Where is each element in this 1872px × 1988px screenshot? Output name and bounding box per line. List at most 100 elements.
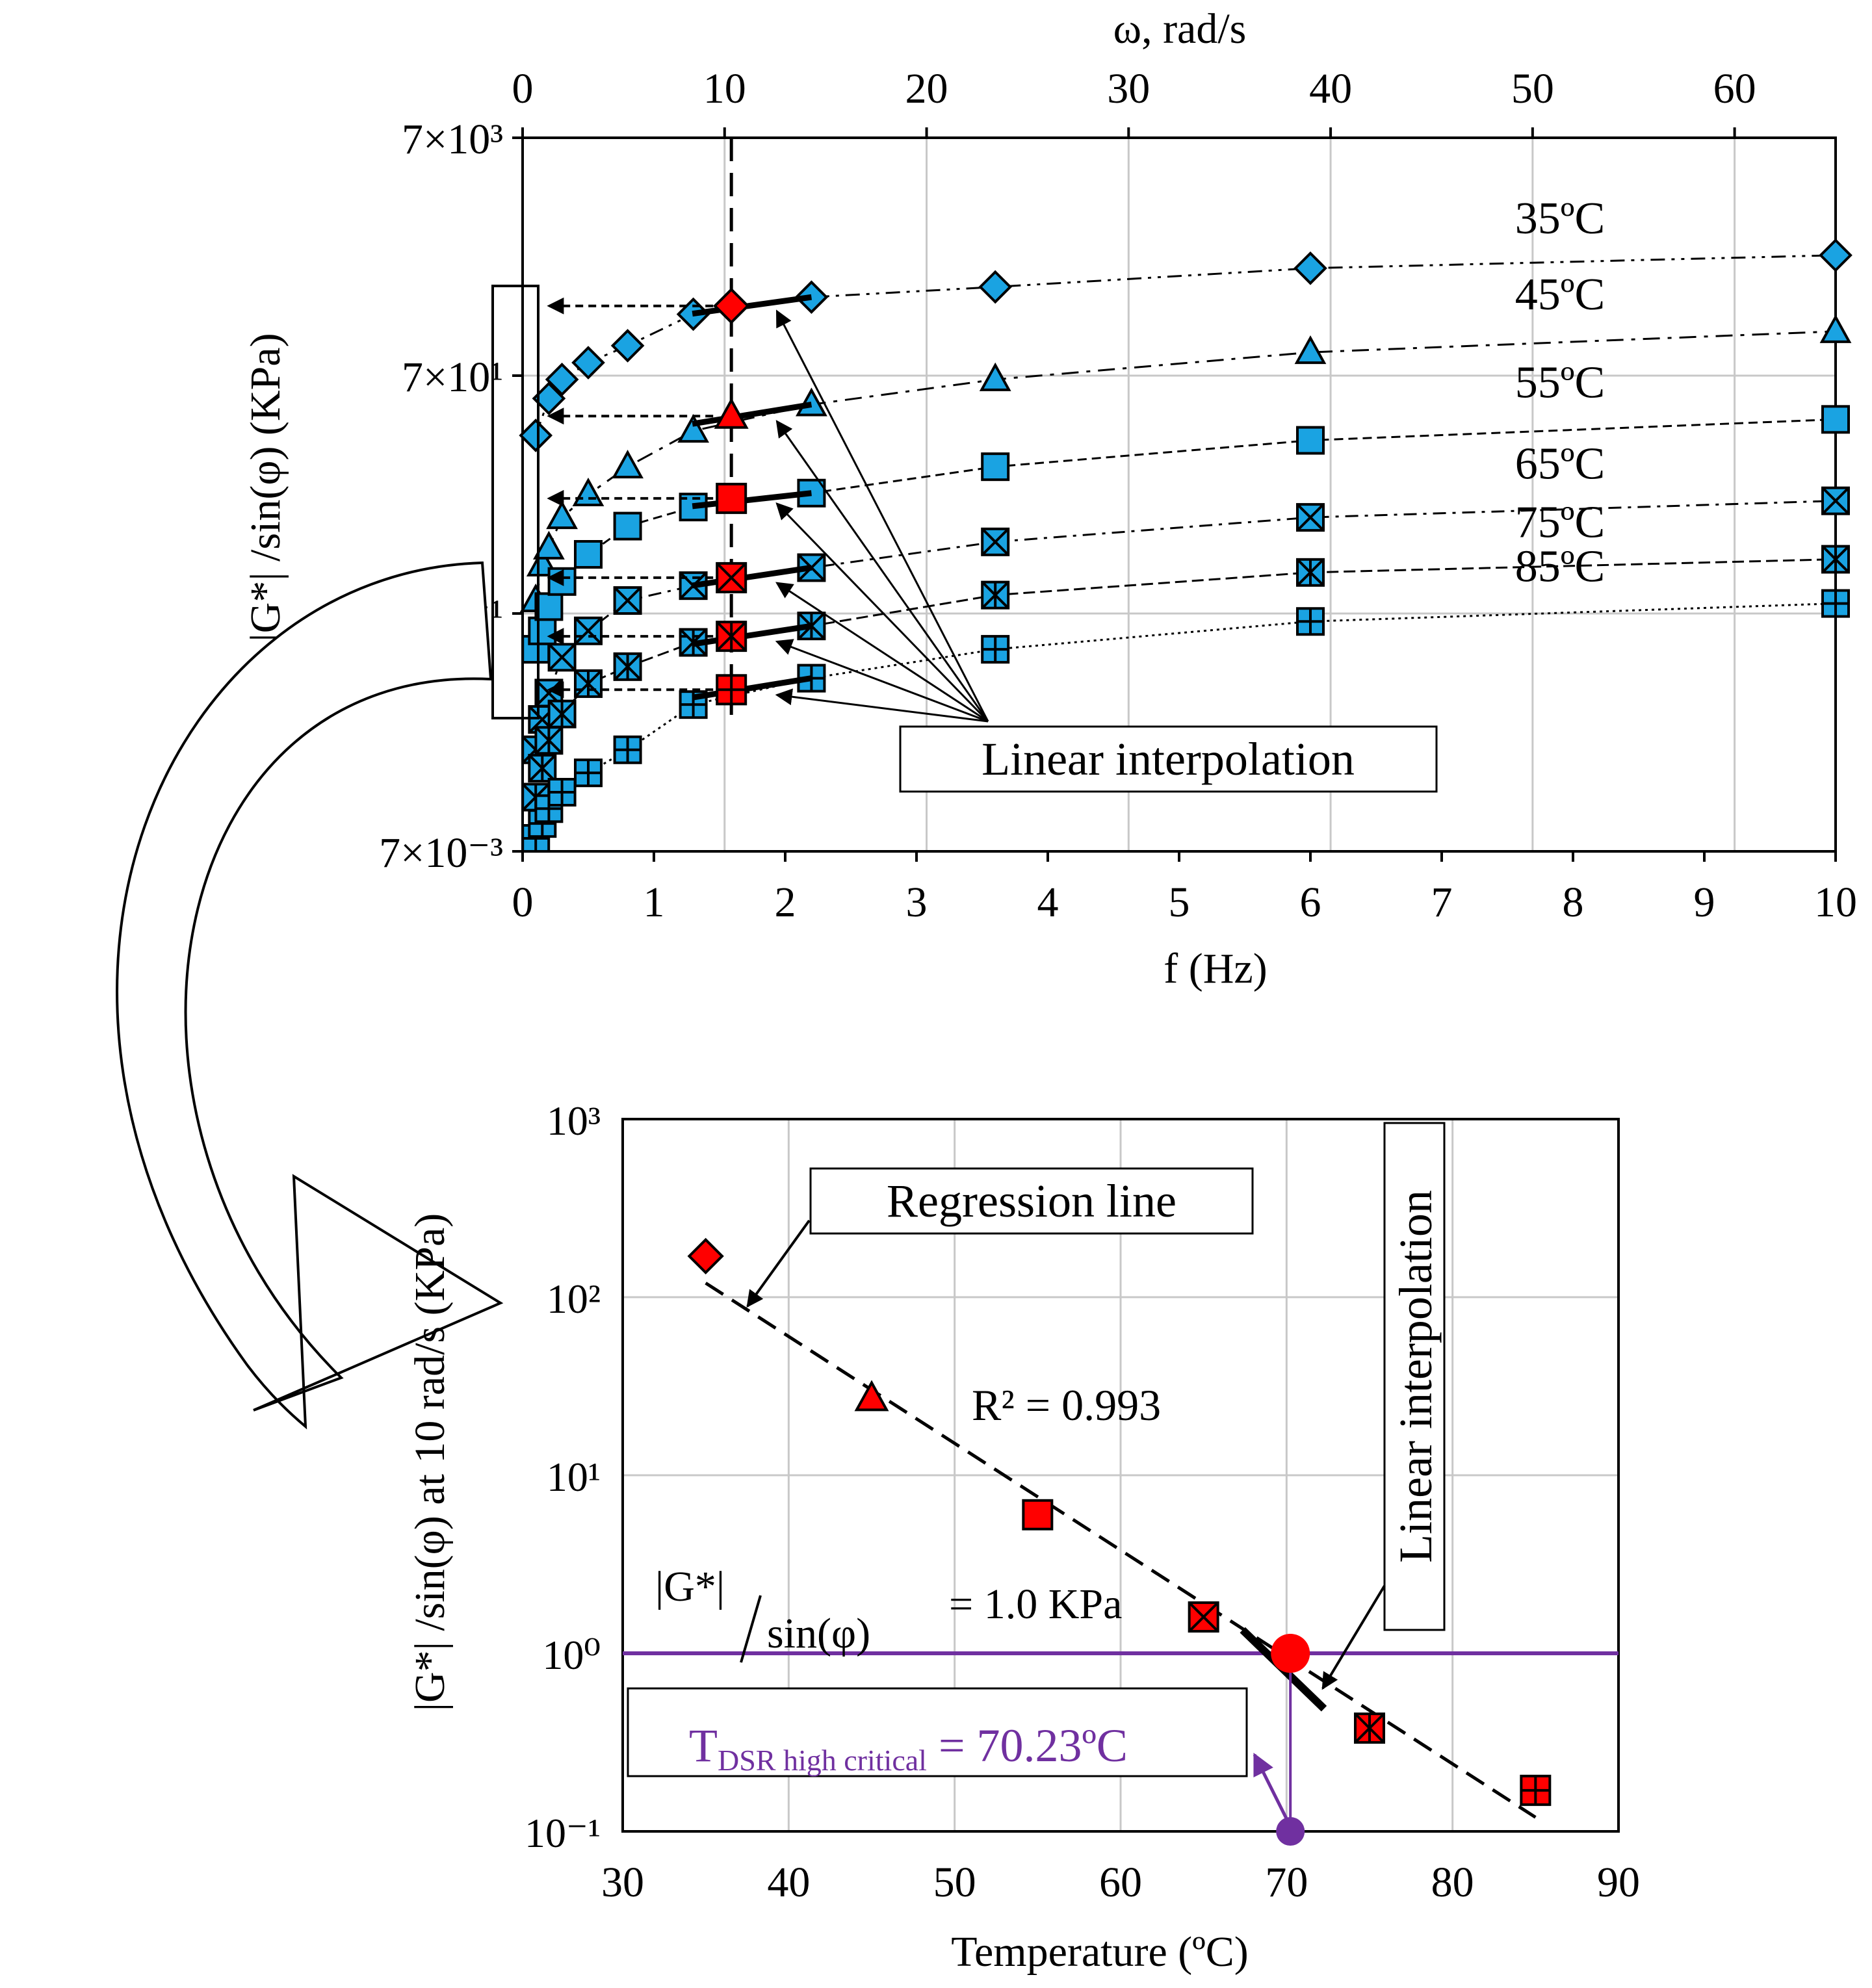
top-x-tick-label: 9 xyxy=(1694,879,1715,926)
annotation-arrows xyxy=(775,309,989,723)
marker-stroke xyxy=(1822,487,1849,515)
data-point xyxy=(534,726,564,755)
data-point xyxy=(1296,426,1325,455)
interpolated-point xyxy=(716,674,748,706)
data-point xyxy=(610,329,645,363)
equation-rhs: = 1.0 KPa xyxy=(949,1581,1122,1628)
data-point xyxy=(574,539,603,569)
marker-shape xyxy=(687,1237,724,1274)
data-point xyxy=(547,777,577,807)
marker-shape xyxy=(519,419,553,452)
temperature-chart: 30 40 50 60 70 80 90 10³ 10² 10¹ 10⁰ 10⁻¹ Temperat… xyxy=(406,1098,1640,1976)
critical-point-marker xyxy=(1271,1634,1310,1673)
marker-shape xyxy=(978,270,1013,304)
top-annotation-box xyxy=(899,725,1438,793)
marker-shape xyxy=(1294,335,1327,365)
top-x2-tick-label: 0 xyxy=(512,65,534,112)
series-label: 65ºC xyxy=(1515,439,1605,489)
top-x2-tick-label: 40 xyxy=(1309,65,1352,112)
data-point xyxy=(533,530,565,560)
marker-shape xyxy=(716,482,748,514)
marker-shape xyxy=(613,511,642,541)
top-x-tick-label: 1 xyxy=(644,879,665,926)
bottom-plot-frame xyxy=(621,1118,1620,1833)
marker-shape xyxy=(572,477,604,506)
bottom-y-tick-label: 10² xyxy=(547,1276,601,1322)
regression-label-arrow xyxy=(746,1219,811,1308)
data-point xyxy=(547,567,577,596)
data-point xyxy=(574,758,603,788)
series-label: 35ºC xyxy=(1515,194,1605,244)
marker-shape xyxy=(533,530,565,560)
top-y-tick-label: 7×10⁻³ xyxy=(379,829,503,877)
data-point xyxy=(1819,238,1852,272)
marker-shape xyxy=(546,500,578,530)
series-label: 85ºC xyxy=(1515,542,1605,592)
marker-shape xyxy=(1819,314,1852,343)
data-point xyxy=(981,452,1010,482)
marker-shape xyxy=(547,567,577,596)
marker-shape xyxy=(528,616,557,645)
bottom-data-point xyxy=(854,1380,889,1412)
data-point xyxy=(1821,486,1850,515)
marker-shape xyxy=(979,362,1011,391)
interpolation-segment xyxy=(692,565,812,589)
bottom-data-point xyxy=(1022,1499,1054,1530)
bottom-y-tick-label: 10³ xyxy=(547,1098,601,1144)
interpolation-segment xyxy=(692,294,812,317)
transition-arrow xyxy=(116,561,504,1430)
marker-shape xyxy=(1294,251,1327,285)
marker-shape xyxy=(714,397,749,429)
bottom-x-tick-label: 40 xyxy=(767,1859,810,1906)
data-point xyxy=(571,346,605,380)
marker-shape xyxy=(677,413,709,443)
marker-shape xyxy=(981,452,1010,482)
top-y-tick-label: 7×10¹ xyxy=(402,354,503,401)
data-point xyxy=(981,527,1010,556)
top-x2-tick-label: 20 xyxy=(905,65,948,112)
data-point xyxy=(981,580,1010,610)
bottom-x-tick-label: 30 xyxy=(601,1859,644,1906)
bottom-x-tick-label: 50 xyxy=(933,1859,976,1906)
bottom-data-point xyxy=(687,1237,724,1274)
data-point xyxy=(1296,607,1325,636)
marker-shape xyxy=(612,450,644,479)
data-point xyxy=(613,511,642,541)
r-squared-label: R² = 0.993 xyxy=(972,1380,1161,1430)
top-x-tick-label: 3 xyxy=(906,879,928,926)
interpolation-label: Linear interpolation xyxy=(1390,1190,1442,1563)
data-point xyxy=(534,592,564,621)
equation-denominator: sin(φ) xyxy=(767,1610,870,1657)
frequency-sweep-chart: 0 1 2 3 4 5 6 7 8 9 10 0 10 20 30 40 50 60 7×10³ 7×10¹ 7×1… xyxy=(242,5,1857,992)
top-secondary-x-axis-label: ω, rad/s xyxy=(1113,5,1247,53)
tcrit-label: TDSR high critical = 70.23ºC xyxy=(689,1720,1128,1777)
data-point xyxy=(613,586,642,615)
bottom-x-tick-label: 90 xyxy=(1597,1859,1640,1906)
data-point xyxy=(613,652,642,681)
annotation-arrow xyxy=(775,309,989,722)
interpolation-segment xyxy=(692,402,812,427)
data-point xyxy=(528,754,557,783)
marker-shape xyxy=(1819,238,1852,272)
data-point xyxy=(1296,558,1325,587)
marker-stroke xyxy=(716,563,746,593)
data-point xyxy=(981,635,1010,664)
marker-shape xyxy=(1296,426,1325,455)
bottom-data-point xyxy=(1188,1601,1219,1633)
data-point xyxy=(978,270,1013,304)
annotation-arrow xyxy=(775,688,989,723)
marker-stroke xyxy=(1297,504,1324,531)
top-x-tick-label: 10 xyxy=(1814,879,1857,926)
top-x2-tick-label: 50 xyxy=(1511,65,1554,112)
series-label: 75ºC xyxy=(1515,498,1605,548)
marker-shape xyxy=(574,539,603,569)
top-x2-tick-label: 10 xyxy=(703,65,746,112)
bottom-y-tick-label: 10⁻¹ xyxy=(525,1810,601,1856)
marker-shape xyxy=(534,592,564,621)
data-point xyxy=(612,450,644,479)
marker-shape xyxy=(1821,405,1850,434)
data-point xyxy=(574,669,603,698)
top-x-tick-label: 4 xyxy=(1037,879,1059,926)
data-point xyxy=(1294,251,1327,285)
